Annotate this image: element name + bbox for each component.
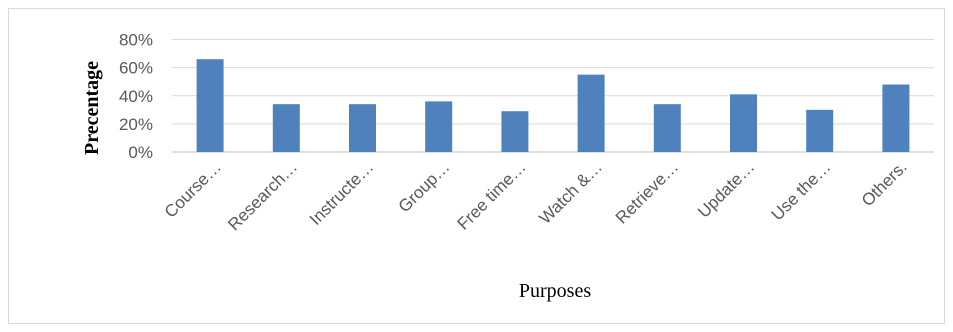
bar <box>501 111 529 152</box>
bars <box>196 59 910 152</box>
y-axis-ticks: 0% 20% 40% 60% 80% <box>119 31 153 163</box>
x-tick-label: Update… <box>694 157 758 221</box>
x-tick-label: Watch &… <box>535 157 605 227</box>
bar <box>272 104 300 152</box>
x-tick-label: Others. <box>858 157 911 210</box>
bar <box>806 109 834 152</box>
y-tick-label: 80% <box>119 31 153 50</box>
bar <box>730 94 757 152</box>
y-tick-label: 20% <box>119 115 153 134</box>
x-tick-label: Use the… <box>768 157 835 224</box>
bar <box>653 104 681 152</box>
x-axis-label: Purposes <box>519 280 591 302</box>
y-tick-label: 60% <box>119 59 153 78</box>
x-axis-ticks: Course… Research… Instructe… Group… Free tim… <box>161 157 911 234</box>
y-tick-label: 0% <box>128 143 153 162</box>
y-axis-label: Precentage <box>81 61 103 155</box>
x-tick-label: Instructe… <box>306 157 378 229</box>
bar <box>577 74 605 152</box>
bar <box>349 104 376 152</box>
bar <box>882 84 910 152</box>
bar <box>425 101 453 152</box>
x-tick-label: Free time… <box>454 157 530 233</box>
x-tick-label: Group… <box>395 157 454 216</box>
bar <box>196 59 224 152</box>
x-tick-label: Retrieve… <box>612 157 682 227</box>
x-tick-label: Course… <box>161 157 225 221</box>
chart-frame <box>8 8 945 324</box>
x-tick-label: Research… <box>224 157 301 234</box>
y-tick-label: 40% <box>119 87 153 106</box>
